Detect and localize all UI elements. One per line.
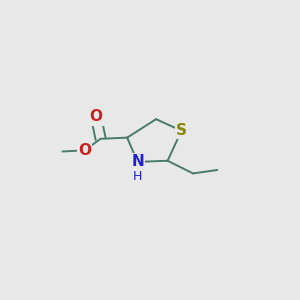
Text: N: N: [131, 154, 144, 169]
Text: H: H: [133, 170, 142, 183]
Text: S: S: [176, 123, 187, 138]
Text: O: O: [89, 109, 103, 124]
Text: O: O: [78, 143, 91, 158]
